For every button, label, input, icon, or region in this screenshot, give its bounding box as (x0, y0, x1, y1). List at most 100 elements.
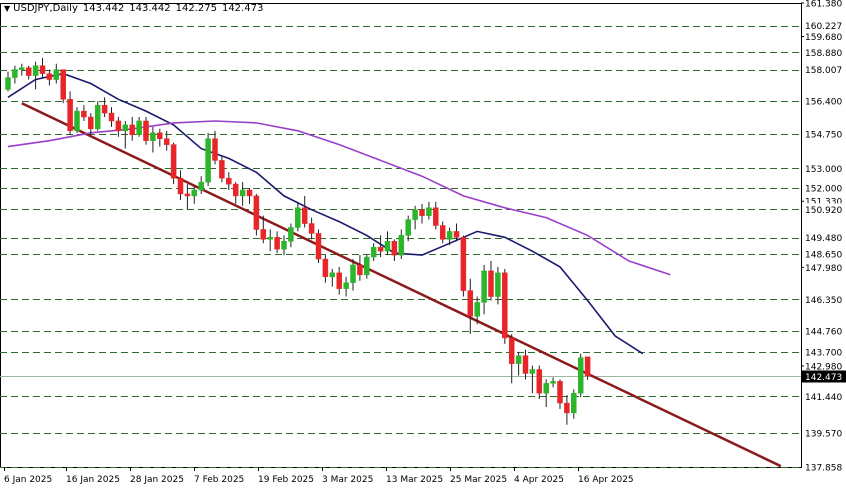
candle-body[interactable] (12, 69, 18, 78)
candle-body[interactable] (239, 189, 246, 197)
level-price-label: 156.400 (805, 98, 842, 108)
candle-body[interactable] (198, 181, 204, 191)
candle-body[interactable] (232, 183, 239, 197)
candle-body[interactable] (177, 177, 184, 195)
candle-body[interactable] (474, 302, 480, 317)
candle-body[interactable] (460, 237, 467, 291)
candle-body[interactable] (108, 112, 115, 122)
candle-body[interactable] (364, 256, 370, 276)
x-tick-label: 25 Mar 2025 (450, 475, 507, 485)
candle-body[interactable] (584, 356, 591, 377)
candle-body[interactable] (5, 77, 11, 90)
candle-body[interactable] (301, 207, 308, 224)
candle-body[interactable] (343, 282, 349, 289)
candle-body[interactable] (295, 207, 301, 228)
candle-body[interactable] (419, 209, 425, 216)
candle-body[interactable] (502, 272, 508, 339)
candle-body[interactable] (157, 132, 163, 139)
candle-body[interactable] (74, 110, 80, 132)
candle-body[interactable] (81, 110, 87, 118)
candle-body[interactable] (439, 225, 446, 240)
candle-body[interactable] (571, 392, 577, 414)
candle-body[interactable] (260, 229, 267, 240)
candle-body[interactable] (377, 246, 384, 252)
candle-body[interactable] (25, 67, 32, 76)
level-price-label-bg (802, 182, 846, 195)
candle-body[interactable] (384, 241, 391, 252)
candle-body[interactable] (143, 120, 149, 141)
candle-body[interactable] (412, 209, 418, 220)
candle-body[interactable] (398, 235, 405, 256)
candle-body[interactable] (94, 104, 101, 130)
candle-body[interactable] (308, 223, 315, 234)
candle-body[interactable] (19, 67, 25, 70)
candle-body[interactable] (370, 246, 377, 258)
candle-body[interactable] (322, 258, 329, 278)
candle-body[interactable] (515, 355, 522, 364)
candle-body[interactable] (191, 189, 198, 197)
collapse-triangle-icon[interactable]: ▼ (4, 4, 11, 13)
candle-body[interactable] (212, 138, 218, 161)
candle-body[interactable] (557, 381, 563, 404)
candle-body[interactable] (246, 189, 253, 197)
candle-body[interactable] (150, 132, 156, 141)
candle-body[interactable] (508, 337, 515, 364)
candle-body[interactable] (405, 219, 411, 236)
candle-body[interactable] (529, 369, 536, 374)
candle-body[interactable] (60, 69, 66, 100)
candle-body[interactable] (253, 195, 260, 230)
candle-body[interactable] (488, 270, 494, 297)
candle-body[interactable] (136, 120, 142, 136)
candle-body[interactable] (446, 231, 453, 240)
candle-body[interactable] (564, 402, 570, 414)
candle-body[interactable] (495, 272, 501, 297)
candle-body[interactable] (226, 177, 232, 185)
candle-body[interactable] (350, 264, 356, 283)
x-tick-label: 6 Jan 2025 (4, 475, 52, 485)
candle-body[interactable] (46, 73, 53, 80)
candle-body[interactable] (274, 237, 280, 250)
candle-body[interactable] (281, 241, 287, 250)
candle-body[interactable] (550, 381, 556, 384)
candle-body[interactable] (267, 237, 273, 240)
candle-body[interactable] (39, 65, 46, 74)
level-price-label-bg (802, 324, 846, 337)
candle-body[interactable] (467, 290, 474, 317)
candle-body[interactable] (543, 383, 549, 394)
y-tick-label: 159.680 (805, 33, 842, 43)
candle-body[interactable] (577, 357, 584, 394)
candle-body[interactable] (315, 233, 322, 260)
candle-body[interactable] (219, 160, 225, 179)
level-price-label: 137.858 (805, 464, 842, 474)
candle-body[interactable] (288, 227, 294, 242)
candle-body[interactable] (481, 270, 487, 303)
candle-body[interactable] (67, 99, 73, 132)
candle-body[interactable] (536, 369, 543, 394)
candle-body[interactable] (129, 124, 135, 136)
candle-body[interactable] (426, 207, 432, 216)
level-price-label-bg (802, 203, 846, 216)
candle-body[interactable] (32, 65, 39, 76)
y-tick-label: 142.980 (805, 362, 842, 372)
candle-body[interactable] (336, 272, 342, 289)
descending-trendline[interactable] (21, 102, 782, 468)
candle-body[interactable] (184, 193, 191, 197)
candle-body[interactable] (329, 272, 336, 278)
candle-body[interactable] (453, 231, 460, 238)
moving-average-line[interactable] (7, 72, 644, 355)
candle-body[interactable] (205, 138, 211, 183)
candle-body[interactable] (53, 69, 60, 80)
candle-body[interactable] (522, 355, 529, 374)
candle-body[interactable] (101, 104, 108, 114)
candle-body[interactable] (391, 241, 398, 256)
candle-body[interactable] (170, 144, 177, 179)
candle-body[interactable] (122, 124, 129, 132)
candle-body[interactable] (357, 264, 363, 276)
level-price-label-bg (802, 127, 846, 140)
candle-body[interactable] (88, 116, 94, 130)
level-price-label: 149.480 (805, 234, 842, 244)
candle-body[interactable] (163, 138, 170, 145)
candle-body[interactable] (115, 120, 122, 132)
candle-body[interactable] (433, 207, 439, 226)
